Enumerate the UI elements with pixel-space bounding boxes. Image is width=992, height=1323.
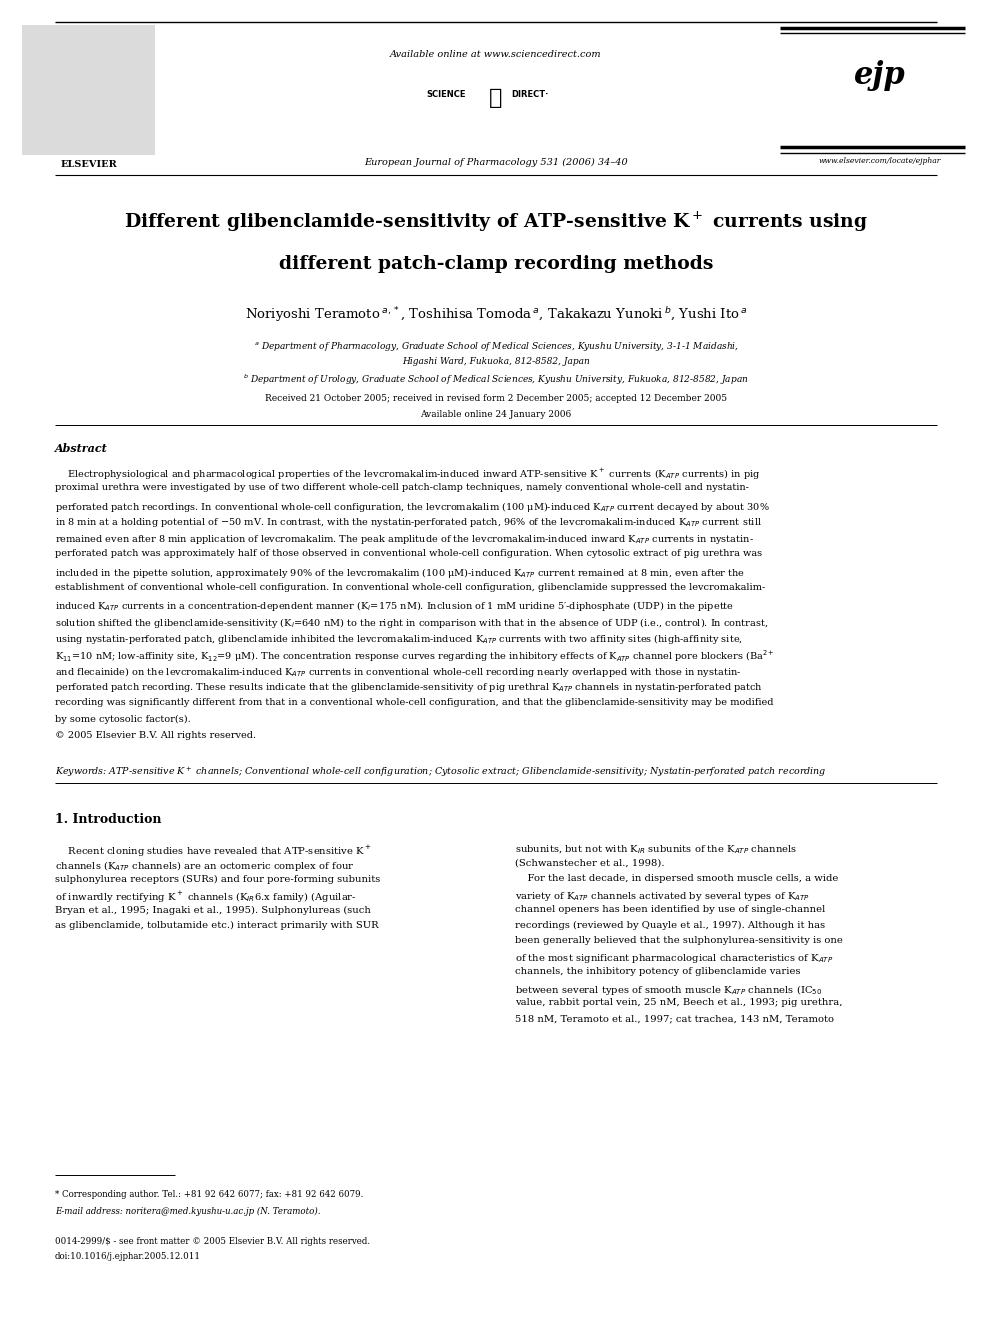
Text: SCIENCE: SCIENCE (427, 90, 466, 99)
Text: * Corresponding author. Tel.: +81 92 642 6077; fax: +81 92 642 6079.: * Corresponding author. Tel.: +81 92 642… (55, 1189, 363, 1199)
Text: Available online at www.sciencedirect.com: Available online at www.sciencedirect.co… (390, 50, 602, 60)
Text: DIRECT·: DIRECT· (511, 90, 549, 99)
Text: in 8 min at a holding potential of −50 mV. In contrast, with the nystatin-perfor: in 8 min at a holding potential of −50 m… (55, 516, 762, 529)
Text: E-mail address: noritera@med.kyushu-u.ac.jp (N. Teramoto).: E-mail address: noritera@med.kyushu-u.ac… (55, 1207, 320, 1216)
Text: perforated patch was approximately half of those observed in conventional whole-: perforated patch was approximately half … (55, 549, 762, 558)
Text: (Schwanstecher et al., 1998).: (Schwanstecher et al., 1998). (515, 859, 665, 868)
Text: establishment of conventional whole-cell configuration. In conventional whole-ce: establishment of conventional whole-cell… (55, 582, 765, 591)
Text: ELSEVIER: ELSEVIER (61, 160, 117, 169)
Text: of the most significant pharmacological characteristics of K$_{ATP}$: of the most significant pharmacological … (515, 953, 833, 964)
Text: ⓓ: ⓓ (489, 89, 503, 108)
Text: Noriyoshi Teramoto$\,^{a,*}$, Toshihisa Tomoda$\,^a$, Takakazu Yunoki$\,^b$, Yus: Noriyoshi Teramoto$\,^{a,*}$, Toshihisa … (245, 306, 747, 324)
Text: Higashi Ward, Fukuoka, 812-8582, Japan: Higashi Ward, Fukuoka, 812-8582, Japan (402, 357, 590, 366)
Text: proximal urethra were investigated by use of two different whole-cell patch-clam: proximal urethra were investigated by us… (55, 483, 749, 492)
Text: doi:10.1016/j.ejphar.2005.12.011: doi:10.1016/j.ejphar.2005.12.011 (55, 1252, 201, 1261)
Text: channels (K$_{ATP}$ channels) are an octomeric complex of four: channels (K$_{ATP}$ channels) are an oct… (55, 859, 354, 873)
Text: Electrophysiological and pharmacological properties of the levcromakalim-induced: Electrophysiological and pharmacological… (55, 467, 761, 482)
Text: and flecainide) on the levcromakalim-induced K$_{ATP}$ currents in conventional : and flecainide) on the levcromakalim-ind… (55, 665, 741, 679)
Text: perforated patch recordings. In conventional whole-cell configuration, the levcr: perforated patch recordings. In conventi… (55, 500, 770, 515)
Text: solution shifted the glibenclamide-sensitivity (K$_i$=640 nM) to the right in co: solution shifted the glibenclamide-sensi… (55, 615, 769, 630)
Text: recordings (reviewed by Quayle et al., 1997). Although it has: recordings (reviewed by Quayle et al., 1… (515, 921, 825, 930)
Text: Recent cloning studies have revealed that ATP-sensitive K$^+$: Recent cloning studies have revealed tha… (55, 844, 372, 859)
Text: as glibenclamide, tolbutamide etc.) interact primarily with SUR: as glibenclamide, tolbutamide etc.) inte… (55, 921, 379, 930)
Text: ejp: ejp (854, 60, 906, 91)
Text: recording was significantly different from that in a conventional whole-cell con: recording was significantly different fr… (55, 699, 774, 706)
Text: Bryan et al., 1995; Inagaki et al., 1995). Sulphonylureas (such: Bryan et al., 1995; Inagaki et al., 1995… (55, 905, 371, 914)
Text: channels, the inhibitory potency of glibenclamide varies: channels, the inhibitory potency of glib… (515, 967, 801, 976)
Text: 0014-2999/$ - see front matter © 2005 Elsevier B.V. All rights reserved.: 0014-2999/$ - see front matter © 2005 El… (55, 1237, 370, 1246)
Text: perforated patch recording. These results indicate that the glibenclamide-sensit: perforated patch recording. These result… (55, 681, 763, 695)
Text: For the last decade, in dispersed smooth muscle cells, a wide: For the last decade, in dispersed smooth… (515, 875, 838, 884)
Text: $^a$ Department of Pharmacology, Graduate School of Medical Sciences, Kyushu Uni: $^a$ Department of Pharmacology, Graduat… (254, 340, 738, 353)
Text: Abstract: Abstract (55, 443, 108, 454)
Text: Received 21 October 2005; received in revised form 2 December 2005; accepted 12 : Received 21 October 2005; received in re… (265, 394, 727, 404)
Text: using nystatin-perforated patch, glibenclamide inhibited the levcromakalim-induc: using nystatin-perforated patch, glibenc… (55, 632, 743, 646)
Bar (22, 25, 155, 155)
Text: variety of K$_{ATP}$ channels activated by several types of K$_{ATP}$: variety of K$_{ATP}$ channels activated … (515, 890, 809, 904)
Text: sulphonylurea receptors (SURs) and four pore-forming subunits: sulphonylurea receptors (SURs) and four … (55, 875, 380, 884)
Text: of inwardly rectifying K$^+$ channels (K$_{IR}$6.x family) (Aguilar-: of inwardly rectifying K$^+$ channels (K… (55, 890, 357, 905)
Text: channel openers has been identified by use of single-channel: channel openers has been identified by u… (515, 905, 825, 914)
Text: www.elsevier.com/locate/ejphar: www.elsevier.com/locate/ejphar (818, 157, 941, 165)
Text: Keywords: ATP-sensitive K$^+$ channels; Conventional whole-cell configuration; C: Keywords: ATP-sensitive K$^+$ channels; … (55, 766, 826, 779)
Text: K$_{11}$=10 nM; low-affinity site, K$_{12}$=9 μM). The concentration response cu: K$_{11}$=10 nM; low-affinity site, K$_{1… (55, 648, 775, 664)
Text: value, rabbit portal vein, 25 nM, Beech et al., 1993; pig urethra,: value, rabbit portal vein, 25 nM, Beech … (515, 999, 842, 1008)
Text: European Journal of Pharmacology 531 (2006) 34–40: European Journal of Pharmacology 531 (20… (364, 157, 628, 167)
Text: by some cytosolic factor(s).: by some cytosolic factor(s). (55, 714, 190, 724)
Text: been generally believed that the sulphonylurea-sensitivity is one: been generally believed that the sulphon… (515, 937, 843, 946)
Text: Available online 24 January 2006: Available online 24 January 2006 (421, 410, 571, 419)
Text: Different glibenclamide-sensitivity of ATP-sensitive K$^+$ currents using: Different glibenclamide-sensitivity of A… (124, 210, 868, 234)
Text: © 2005 Elsevier B.V. All rights reserved.: © 2005 Elsevier B.V. All rights reserved… (55, 732, 256, 740)
Text: induced K$_{ATP}$ currents in a concentration-dependent manner (K$_i$=175 nM). I: induced K$_{ATP}$ currents in a concentr… (55, 599, 734, 613)
Text: remained even after 8 min application of levcromakalim. The peak amplitude of th: remained even after 8 min application of… (55, 533, 754, 546)
Text: between several types of smooth muscle K$_{ATP}$ channels (IC$_{50}$: between several types of smooth muscle K… (515, 983, 822, 998)
Text: included in the pipette solution, approximately 90% of the levcromakalim (100 μM: included in the pipette solution, approx… (55, 566, 745, 579)
Text: different patch-clamp recording methods: different patch-clamp recording methods (279, 255, 713, 273)
Text: 1. Introduction: 1. Introduction (55, 814, 162, 827)
Text: 518 nM, Teramoto et al., 1997; cat trachea, 143 nM, Teramoto: 518 nM, Teramoto et al., 1997; cat trach… (515, 1013, 834, 1023)
Text: $^b$ Department of Urology, Graduate School of Medical Sciences, Kyushu Universi: $^b$ Department of Urology, Graduate Sch… (243, 373, 749, 388)
Text: subunits, but not with K$_{IR}$ subunits of the K$_{ATP}$ channels: subunits, but not with K$_{IR}$ subunits… (515, 844, 798, 856)
